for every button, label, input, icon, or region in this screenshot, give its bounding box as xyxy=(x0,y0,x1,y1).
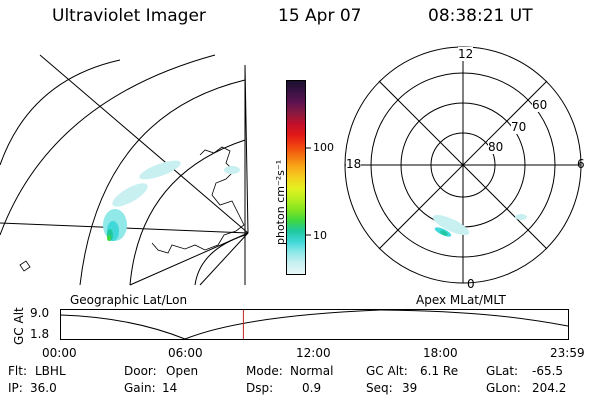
colorbar-tick-100: 100 xyxy=(313,141,334,154)
island-outline xyxy=(19,260,31,272)
timeline-xtick-0000: 00:00 xyxy=(42,346,77,360)
mode-label: Mode: xyxy=(246,364,283,378)
altitude-curve xyxy=(60,309,569,340)
gc-alt-label: GC Alt: xyxy=(366,364,408,378)
timeline-ylabel: GC Alt xyxy=(12,307,26,345)
mlt-label-6: 6 xyxy=(577,157,585,171)
geographic-panel-label: Geographic Lat/Lon xyxy=(70,293,188,307)
lat-circle-3 xyxy=(79,79,246,286)
gc-alt-value: 6.1 Re xyxy=(420,364,459,378)
colorbar xyxy=(286,80,306,275)
polar-panel-label: Apex MLat/MLT xyxy=(416,293,506,307)
glon-label: GLon: xyxy=(486,381,521,395)
timeline-frame xyxy=(60,309,569,340)
lat-circle-4 xyxy=(129,139,246,286)
meridian-5 xyxy=(129,232,249,286)
timeline-xtick-1200: 12:00 xyxy=(296,346,331,360)
geographic-map xyxy=(0,54,249,286)
door-value: Open xyxy=(166,364,199,378)
dsp-label: Dsp: xyxy=(246,381,274,395)
mode-value: Normal xyxy=(290,364,334,378)
mlt-label-0: 0 xyxy=(467,277,475,291)
mlat-label-80: 80 xyxy=(488,140,504,154)
altitude-timeline xyxy=(60,309,569,340)
lat-circle-outer xyxy=(0,59,121,166)
polar-plot xyxy=(344,46,582,284)
lat-circle-5 xyxy=(194,234,246,286)
timeline-ytick-top: 9.0 xyxy=(30,306,50,320)
gain-value: 14 xyxy=(162,381,178,395)
colorbar-tick-10: 10 xyxy=(313,229,327,242)
glat-label: GLat: xyxy=(486,364,519,378)
seq-label: Seq: xyxy=(366,381,393,395)
timeline-ytick-bottom: 1.8 xyxy=(30,327,50,341)
mlt-label-12: 12 xyxy=(458,47,474,61)
seq-value: 39 xyxy=(402,381,418,395)
coastline xyxy=(151,146,245,254)
door-label: Door: xyxy=(124,364,157,378)
mlat-label-70: 70 xyxy=(511,120,527,134)
dsp-value: 0.9 xyxy=(302,381,322,395)
ip-value: 36.0 xyxy=(30,381,57,395)
mlt-label-18: 18 xyxy=(346,157,362,171)
aurora-oval-geo xyxy=(103,160,240,241)
mlt-diagonal-2 xyxy=(378,80,548,250)
meridian-4 xyxy=(199,232,249,286)
gain-label: Gain: xyxy=(124,381,156,395)
instrument-title: Ultraviolet Imager xyxy=(52,6,206,26)
timeline-xtick-2359: 23:59 xyxy=(550,346,585,360)
filter-label: Flt: xyxy=(8,364,27,378)
timeline-xtick-0600: 06:00 xyxy=(168,346,203,360)
glon-value: 204.2 xyxy=(532,381,567,395)
glat-value: -65.5 xyxy=(532,364,564,378)
mlat-label-60: 60 xyxy=(532,98,548,112)
date-label: 15 Apr 07 xyxy=(278,6,362,26)
colorbar-unit-label: photon cm⁻²s⁻¹ xyxy=(274,159,287,245)
colorbar-ticks xyxy=(306,147,311,236)
time-label: 08:38:21 UT xyxy=(428,6,533,26)
meridian-2 xyxy=(39,54,249,234)
aurora-oval-polar xyxy=(432,214,527,237)
ip-label: IP: xyxy=(8,381,23,395)
filter-value: LBHL xyxy=(35,364,66,378)
lat-circle-2 xyxy=(0,54,216,236)
timeline-xtick-1800: 18:00 xyxy=(423,346,458,360)
